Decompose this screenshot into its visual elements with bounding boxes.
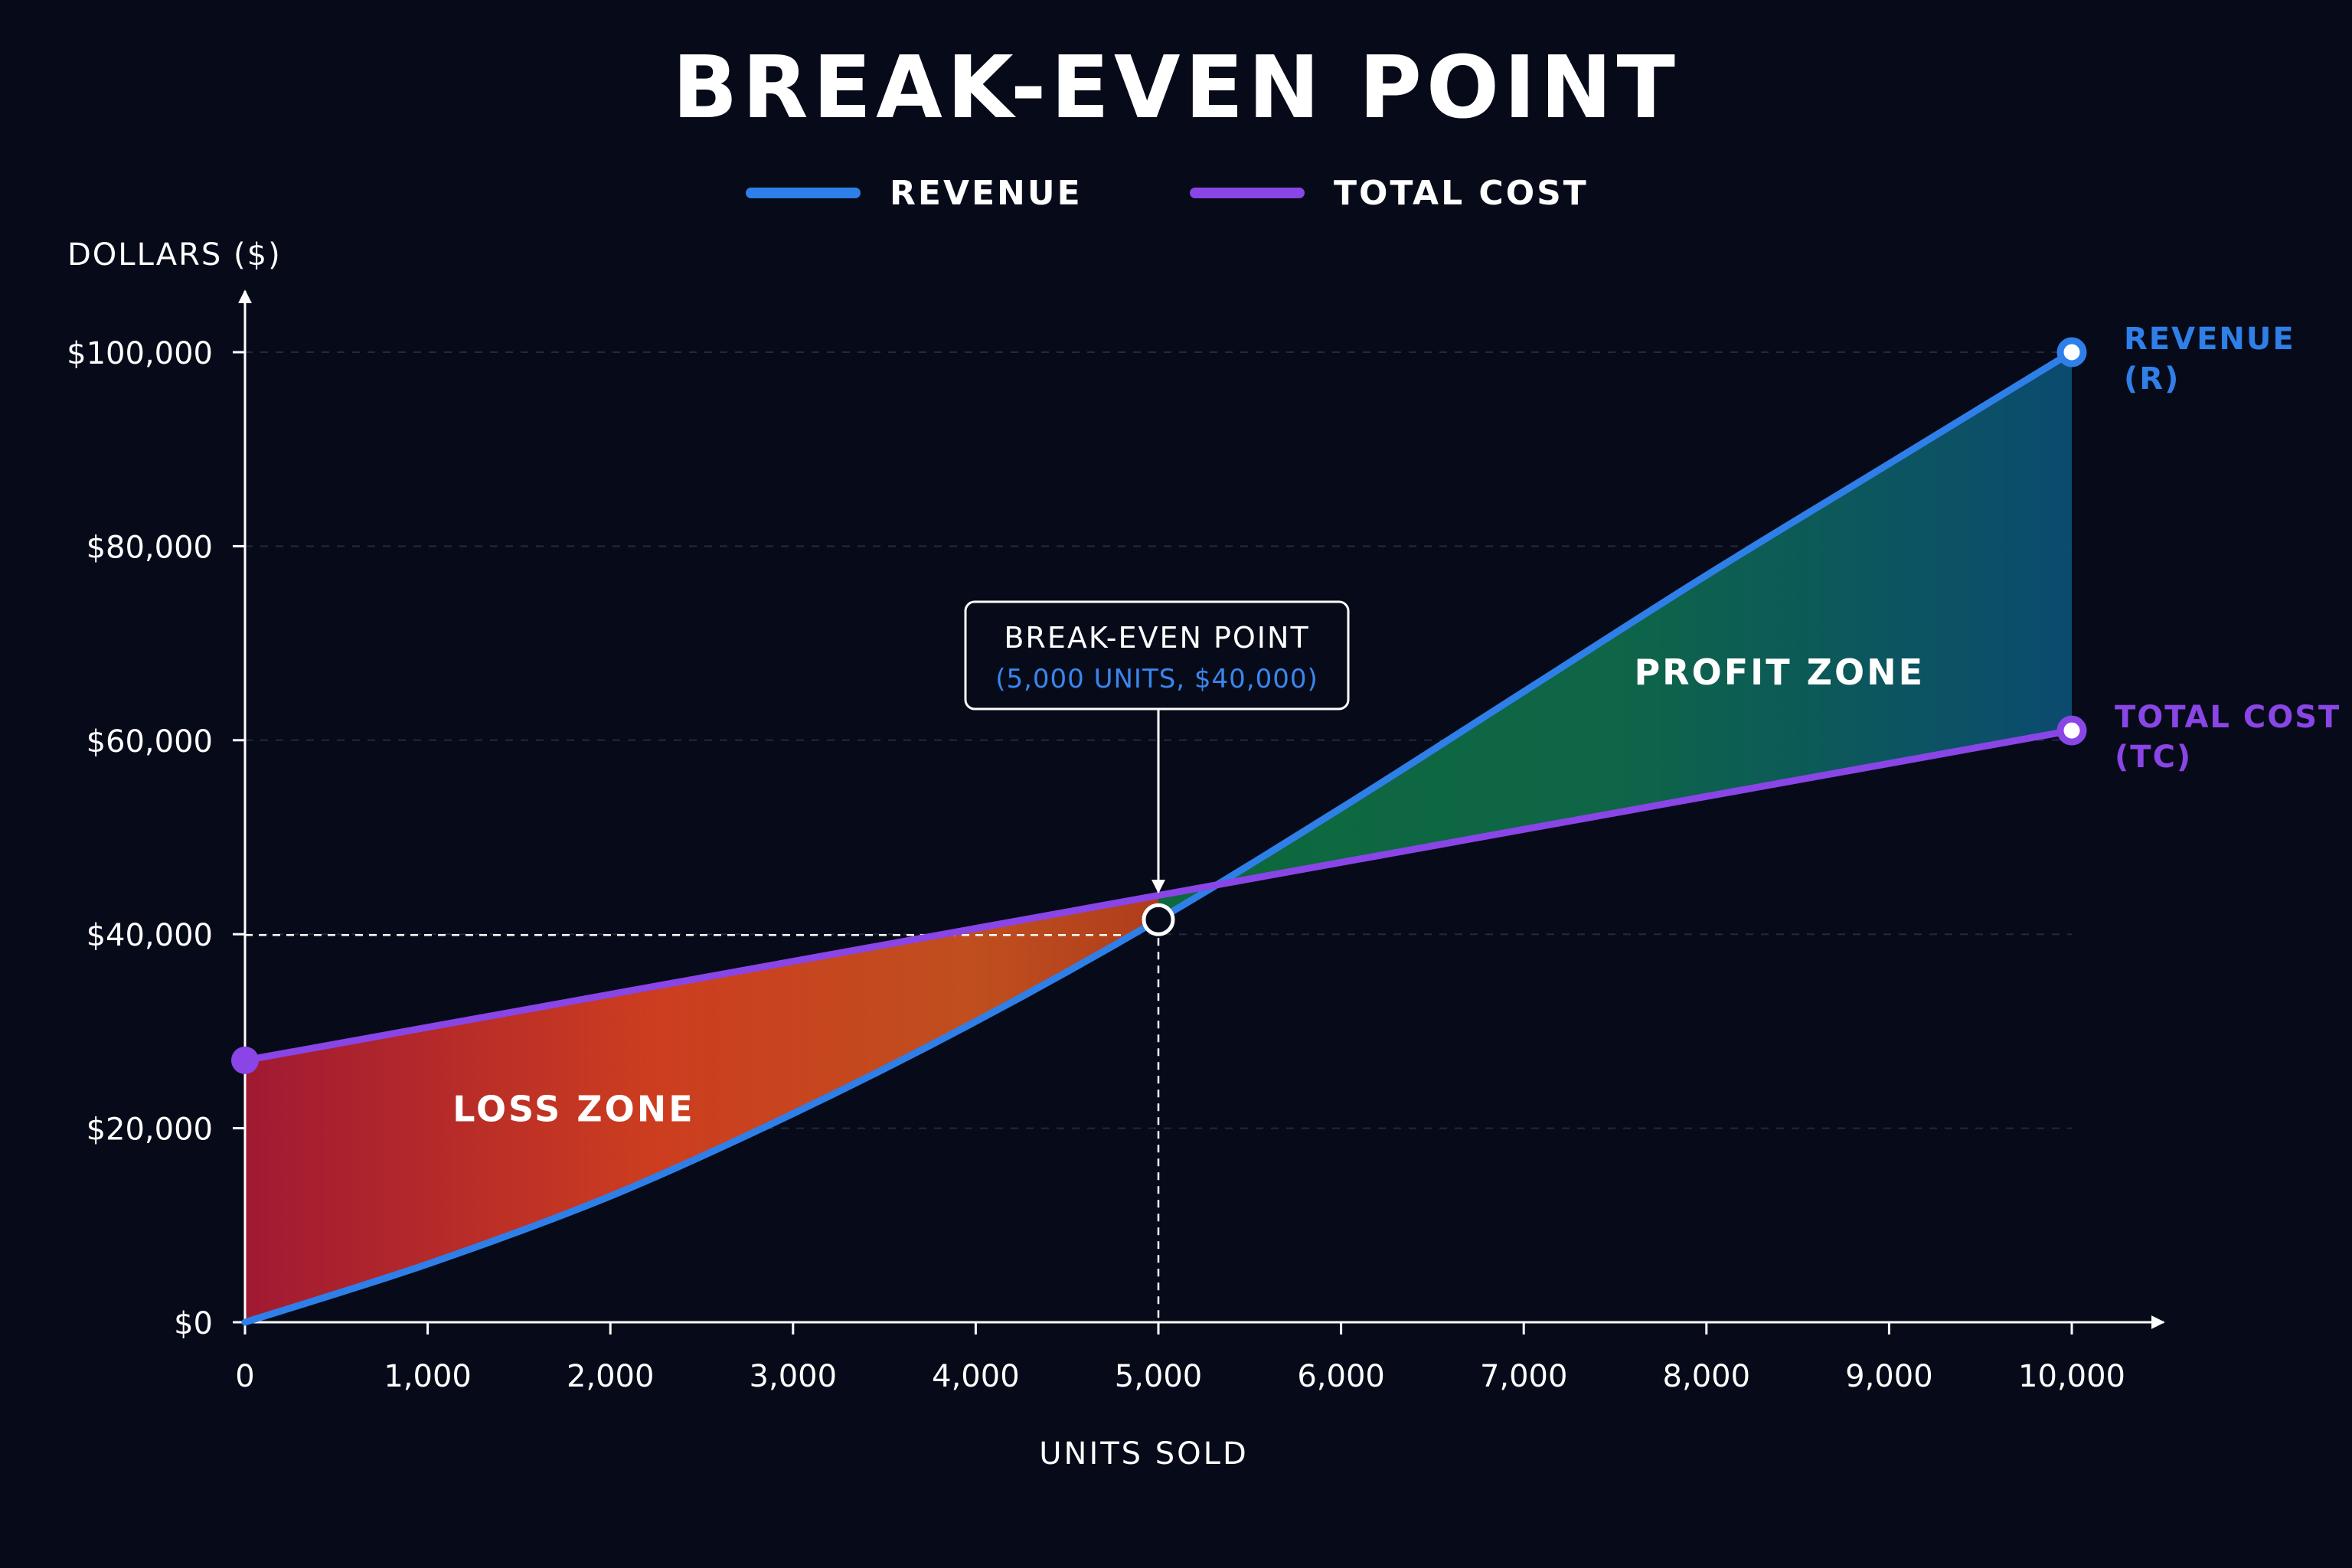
x-tick-label: 2,000	[567, 1359, 655, 1394]
break-even-callout-box	[964, 600, 1350, 710]
legend-swatch-revenue	[746, 188, 861, 198]
total-cost-end-point	[2056, 715, 2087, 746]
chart-title: BREAK-EVEN POINT	[672, 38, 1680, 138]
x-tick-label: 5,000	[1115, 1359, 1203, 1394]
total-cost-start-point	[231, 1046, 259, 1074]
x-tick-label: 1,000	[384, 1359, 472, 1394]
legend: REVENUE TOTAL COST	[0, 170, 2352, 216]
x-tick-label: 9,000	[1845, 1359, 1933, 1394]
total-cost-end-label-sub: (TC)	[2115, 740, 2192, 775]
x-tick-label: 7,000	[1480, 1359, 1568, 1394]
axes	[233, 289, 2165, 1334]
break-even-callout-value: (5,000 UNITS, $40,000)	[995, 664, 1318, 694]
legend-label-total-cost: TOTAL COST	[1334, 173, 1589, 213]
break-even-guides	[245, 933, 1160, 1322]
points	[231, 337, 2087, 1074]
y-tick-label: $20,000	[87, 1112, 213, 1148]
profit-zone-label: PROFIT ZONE	[1634, 652, 1925, 693]
x-tick-label: 0	[235, 1359, 254, 1394]
break-even-callout-title: BREAK-EVEN POINT	[1004, 621, 1309, 655]
legend-item-total-cost: TOTAL COST	[1190, 170, 1589, 216]
x-axis-label: UNITS SOLD	[1039, 1436, 1249, 1472]
x-tick-label: 4,000	[932, 1359, 1020, 1394]
y-tick-label: $40,000	[87, 918, 213, 953]
y-tick-label: $80,000	[87, 530, 213, 565]
loss-zone-area	[245, 895, 1158, 1322]
legend-label-revenue: REVENUE	[890, 173, 1083, 213]
x-tick-label: 3,000	[750, 1359, 838, 1394]
revenue-end-label: REVENUE	[2124, 322, 2295, 357]
x-tick-label: 10,000	[2018, 1359, 2125, 1394]
loss-zone-label: LOSS ZONE	[452, 1088, 694, 1129]
revenue-end-point	[2056, 337, 2087, 368]
total-cost-end-label: TOTAL COST	[2115, 700, 2341, 735]
revenue-end-label-sub: (R)	[2124, 361, 2180, 397]
y-tick-label: $0	[174, 1306, 213, 1341]
y-axis-label: DOLLARS ($)	[67, 237, 282, 273]
x-tick-label: 6,000	[1297, 1359, 1385, 1394]
series-line-total-cost	[241, 727, 2076, 1064]
y-tick-label: $60,000	[87, 724, 213, 760]
x-tick-label: 8,000	[1663, 1359, 1751, 1394]
break-even-point-marker	[1142, 903, 1175, 936]
legend-swatch-total-cost	[1190, 188, 1305, 198]
text-labels: $0 $20,000 $40,000 $60,000 $80,000 $100,000 0 1…	[67, 237, 2341, 1472]
y-tick-label: $100,000	[67, 336, 213, 371]
legend-item-revenue: REVENUE	[746, 170, 1083, 216]
